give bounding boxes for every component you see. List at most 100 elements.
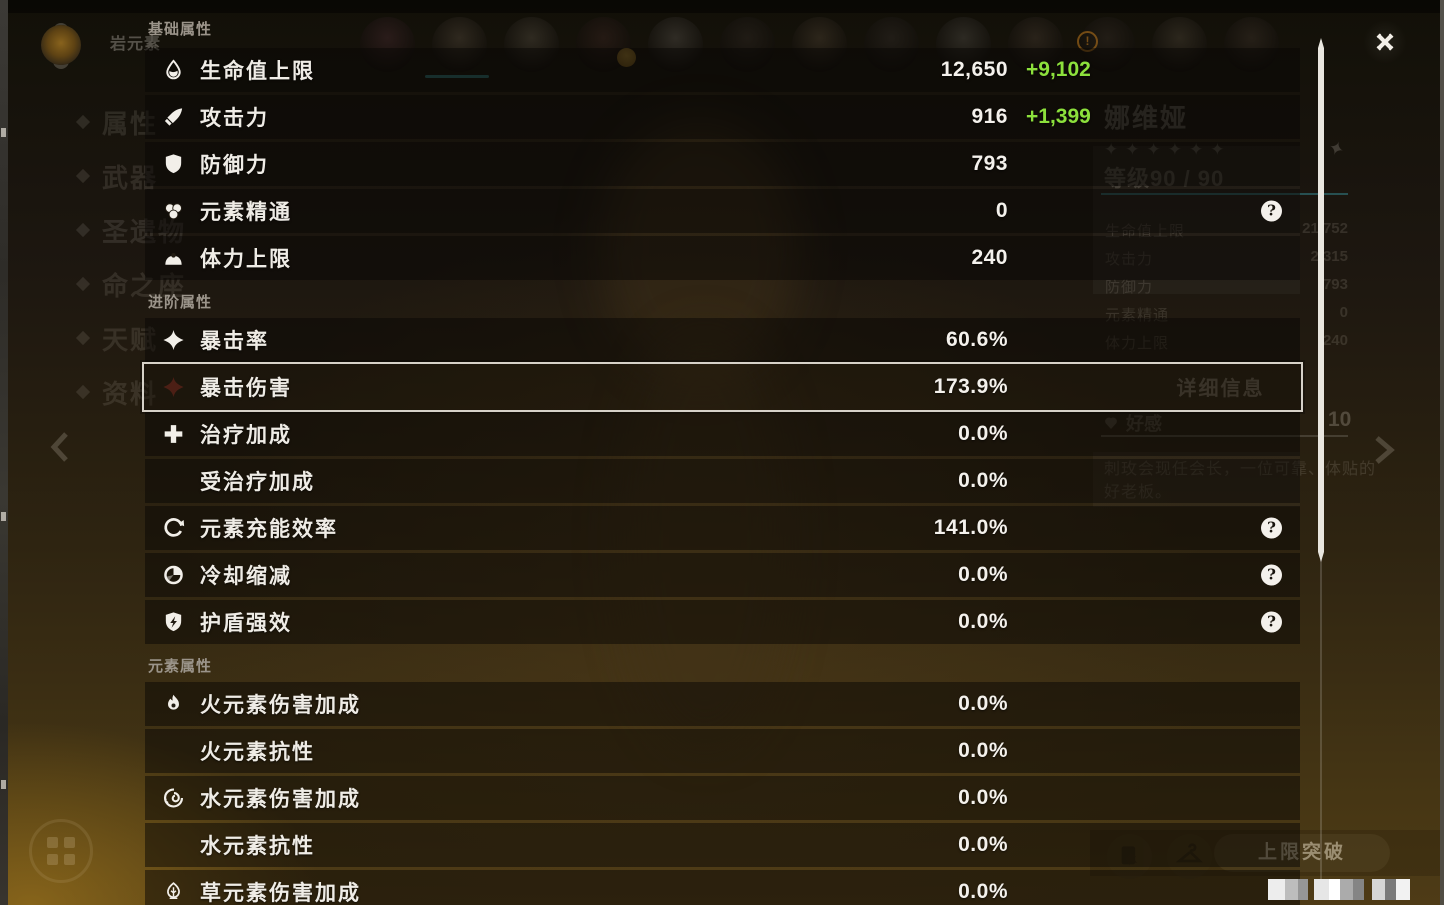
bg-friendship-level: 10	[1328, 408, 1352, 431]
cd-icon	[162, 564, 185, 587]
bg-sidebar-item[interactable]: 资料	[75, 374, 158, 411]
stat-label: 草元素伤害加成	[200, 882, 361, 905]
help-icon[interactable]: ?	[1261, 517, 1282, 539]
stat-row-max-hp[interactable]: 生命值上限 12,650 +9,102	[145, 48, 1300, 92]
top-dark-band	[0, 0, 1444, 13]
stat-bonus: +1,399	[1026, 105, 1091, 128]
chevron-right-icon	[1375, 436, 1395, 464]
bg-stat-row: 防御力 793	[1093, 274, 1348, 296]
stat-label: 治疗加成	[200, 424, 292, 447]
stat-row-dendro-dmg-bonus[interactable]: 草元素伤害加成 0.0%	[145, 870, 1300, 905]
bg-detail-info-button[interactable]: 详细信息	[1176, 378, 1265, 400]
def-icon	[162, 153, 185, 176]
blank-icon	[162, 740, 185, 763]
help-icon[interactable]: ?	[1261, 611, 1282, 633]
stat-row-healing-bonus[interactable]: 治疗加成 0.0%	[145, 412, 1300, 456]
stat-row-elemental-mastery[interactable]: 元素精通 0?	[145, 189, 1300, 233]
section-header: 元素属性	[148, 658, 213, 675]
bg-stat-value: 2,315	[1310, 248, 1348, 265]
pyro-icon	[162, 693, 185, 716]
diamond-bullet-icon	[75, 114, 91, 130]
diamond-bullet-icon	[75, 222, 91, 238]
stat-value: 0.0%	[958, 739, 1008, 762]
hydro-icon	[162, 787, 185, 810]
diamond-bullet-icon	[75, 168, 91, 184]
stat-value: 0.0%	[958, 610, 1008, 633]
stat-value: 240	[971, 246, 1008, 269]
diamond-bullet-icon	[75, 330, 91, 346]
chevron-left-icon	[50, 432, 68, 462]
stat-label: 火元素伤害加成	[200, 694, 361, 717]
desktop-edge-right	[1440, 0, 1444, 905]
scrollbar-thumb[interactable]	[1318, 38, 1324, 562]
stat-row-energy-recharge[interactable]: 元素充能效率 141.0%?	[145, 506, 1300, 550]
stat-label: 冷却缩减	[200, 565, 292, 588]
hp-icon	[162, 59, 185, 82]
stat-row-pyro-res[interactable]: 火元素抗性 0.0%	[145, 729, 1300, 773]
stat-value: 0	[995, 199, 1008, 222]
dendro-icon	[162, 881, 185, 904]
stat-row-atk[interactable]: 攻击力 916 +1,399	[145, 95, 1300, 139]
stat-value: 60.6%	[945, 328, 1008, 351]
help-icon[interactable]: ?	[1261, 200, 1282, 222]
blank-icon	[162, 834, 185, 857]
stat-label: 受治疗加成	[200, 471, 315, 494]
desktop-edge-left	[0, 0, 8, 905]
stat-row-pyro-dmg-bonus[interactable]: 火元素伤害加成 0.0%	[145, 682, 1300, 726]
stat-value: 141.0%	[933, 516, 1008, 539]
stat-value: 0.0%	[958, 786, 1008, 809]
stat-value: 0.0%	[958, 422, 1008, 445]
critdmg-icon	[162, 376, 185, 399]
stat-label: 元素充能效率	[200, 518, 338, 541]
stat-row-cd-reduction[interactable]: 冷却缩减 0.0%?	[145, 553, 1300, 597]
stat-row-hydro-res[interactable]: 水元素抗性 0.0%	[145, 823, 1300, 867]
shield-icon	[162, 611, 185, 634]
stat-label: 生命值上限	[200, 60, 315, 83]
heal-icon	[162, 423, 185, 446]
stat-value: 173.9%	[933, 375, 1008, 398]
censored-uid	[1268, 879, 1410, 900]
stat-label: 水元素抗性	[200, 835, 315, 858]
stat-row-crit-dmg[interactable]: 暴击伤害 173.9%	[142, 362, 1303, 412]
stat-value: 0.0%	[958, 880, 1008, 903]
stat-value: 12,650	[940, 58, 1008, 81]
stat-row-crit-rate[interactable]: 暴击率 60.6%	[145, 318, 1300, 362]
stat-value: 0.0%	[958, 833, 1008, 856]
stat-row-max-stamina[interactable]: 体力上限 240	[145, 236, 1300, 280]
stat-value: 0.0%	[958, 692, 1008, 715]
stat-label: 防御力	[200, 154, 269, 177]
stat-row-hydro-dmg-bonus[interactable]: 水元素伤害加成 0.0%	[145, 776, 1300, 820]
bg-stat-value: 0	[1339, 304, 1348, 321]
stat-label: 水元素伤害加成	[200, 788, 361, 811]
section-header: 进阶属性	[148, 294, 213, 311]
er-icon	[162, 517, 185, 540]
atk-icon	[162, 106, 185, 129]
stat-label: 攻击力	[200, 107, 269, 130]
help-icon[interactable]: ?	[1261, 564, 1282, 586]
stat-bonus: +9,102	[1026, 58, 1091, 81]
blank-icon	[162, 470, 185, 493]
stat-row-shield-strength[interactable]: 护盾强效 0.0%?	[145, 600, 1300, 644]
close-icon	[1376, 33, 1394, 51]
stat-value: 793	[971, 152, 1008, 175]
stat-value: 0.0%	[958, 563, 1008, 586]
bg-menu-button[interactable]	[29, 819, 93, 883]
diamond-bullet-icon	[75, 384, 91, 400]
stat-value: 916	[971, 105, 1008, 128]
crit-icon	[162, 329, 185, 352]
stat-value: 0.0%	[958, 469, 1008, 492]
bg-stat-value: 793	[1322, 276, 1348, 293]
stats-panel: 基础属性 生命值上限 12,650 +9,102 攻击力 916 +1,399 防御力 793 元…	[142, 0, 1303, 905]
stat-row-def[interactable]: 防御力 793	[145, 142, 1300, 186]
stat-label: 暴击伤害	[200, 377, 292, 400]
stat-row-incoming-healing-bonus[interactable]: 受治疗加成 0.0%	[145, 459, 1300, 503]
stat-label: 体力上限	[200, 248, 292, 271]
close-button[interactable]	[1363, 20, 1407, 64]
stat-label: 暴击率	[200, 330, 269, 353]
diamond-bullet-icon	[75, 276, 91, 292]
stamina-icon	[162, 247, 185, 270]
sparkle-icon: ✦	[1324, 136, 1348, 163]
em-icon	[162, 200, 185, 223]
stat-label: 护盾强效	[200, 612, 292, 635]
